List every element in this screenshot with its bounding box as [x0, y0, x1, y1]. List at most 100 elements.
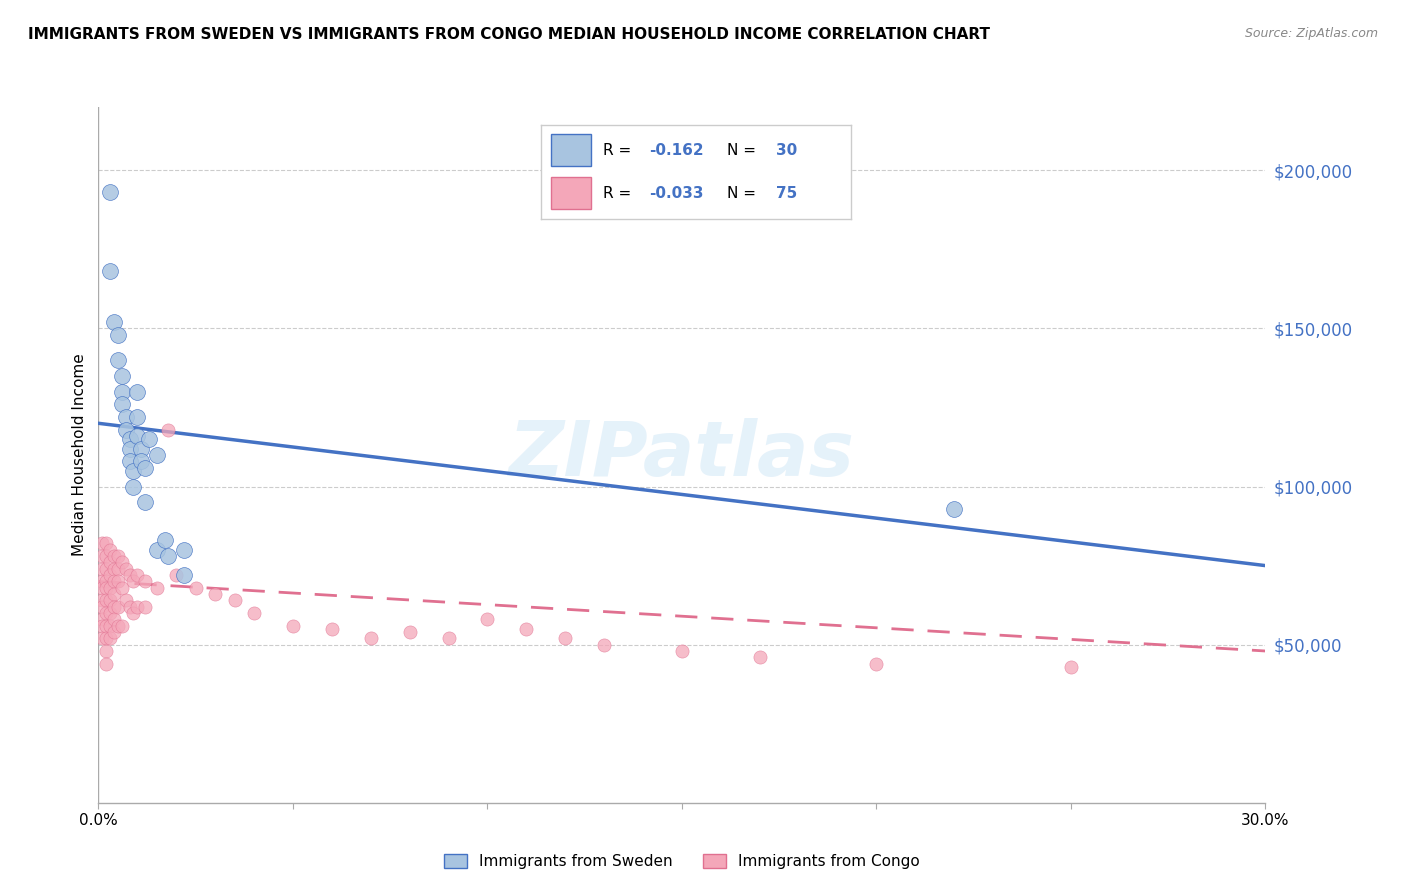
- Point: [122, 464, 145, 478]
- Point: [243, 606, 266, 620]
- Point: [111, 397, 134, 411]
- Point: [91, 599, 114, 614]
- Point: [157, 549, 180, 563]
- Point: [127, 599, 149, 614]
- Point: [122, 574, 145, 589]
- Point: [118, 568, 141, 582]
- FancyBboxPatch shape: [551, 178, 591, 210]
- Point: [96, 606, 118, 620]
- Point: [111, 618, 134, 632]
- Point: [91, 536, 114, 550]
- Point: [107, 549, 129, 563]
- Point: [98, 606, 121, 620]
- FancyBboxPatch shape: [551, 134, 591, 166]
- Point: [96, 657, 118, 671]
- Text: IMMIGRANTS FROM SWEDEN VS IMMIGRANTS FROM CONGO MEDIAN HOUSEHOLD INCOME CORRELAT: IMMIGRANTS FROM SWEDEN VS IMMIGRANTS FRO…: [28, 27, 990, 42]
- Point: [96, 581, 118, 595]
- Point: [360, 632, 382, 646]
- Point: [103, 562, 125, 576]
- Point: [146, 581, 169, 595]
- Point: [96, 549, 118, 563]
- Point: [103, 625, 125, 640]
- Point: [114, 423, 136, 437]
- Text: 30: 30: [776, 143, 797, 158]
- Text: N =: N =: [727, 186, 761, 201]
- Point: [515, 622, 537, 636]
- Point: [129, 442, 152, 456]
- Point: [118, 599, 141, 614]
- Point: [111, 581, 134, 595]
- Point: [103, 612, 125, 626]
- Point: [114, 562, 136, 576]
- Point: [98, 556, 121, 570]
- Point: [118, 454, 141, 468]
- Point: [98, 568, 121, 582]
- Point: [103, 315, 125, 329]
- Point: [321, 622, 343, 636]
- Point: [146, 542, 169, 557]
- Point: [96, 562, 118, 576]
- Text: -0.162: -0.162: [650, 143, 704, 158]
- Point: [96, 618, 118, 632]
- Point: [98, 618, 121, 632]
- Point: [111, 384, 134, 399]
- Text: N =: N =: [727, 143, 761, 158]
- Y-axis label: Median Household Income: Median Household Income: [72, 353, 87, 557]
- Point: [103, 587, 125, 601]
- Point: [111, 368, 134, 383]
- Text: R =: R =: [603, 186, 637, 201]
- Point: [96, 644, 118, 658]
- Point: [91, 612, 114, 626]
- Point: [91, 632, 114, 646]
- Text: R =: R =: [603, 143, 637, 158]
- Point: [281, 618, 304, 632]
- Point: [107, 353, 129, 368]
- Point: [127, 429, 149, 443]
- Point: [224, 593, 246, 607]
- Point: [91, 581, 114, 595]
- Point: [98, 593, 121, 607]
- Point: [96, 632, 118, 646]
- Point: [103, 574, 125, 589]
- Point: [134, 460, 156, 475]
- Point: [96, 593, 118, 607]
- Point: [127, 568, 149, 582]
- Point: [91, 593, 114, 607]
- Point: [865, 657, 887, 671]
- Point: [91, 549, 114, 563]
- Point: [127, 409, 149, 424]
- Point: [107, 562, 129, 576]
- Point: [134, 574, 156, 589]
- Point: [134, 495, 156, 509]
- Point: [107, 618, 129, 632]
- Point: [103, 599, 125, 614]
- Point: [122, 606, 145, 620]
- Point: [165, 568, 187, 582]
- Point: [98, 186, 121, 200]
- Point: [98, 632, 121, 646]
- Point: [111, 556, 134, 570]
- Point: [477, 612, 499, 626]
- Point: [437, 632, 460, 646]
- Point: [184, 581, 207, 595]
- Point: [127, 384, 149, 399]
- Point: [129, 454, 152, 468]
- Point: [118, 442, 141, 456]
- Point: [122, 479, 145, 493]
- Point: [138, 432, 160, 446]
- Text: ZIPatlas: ZIPatlas: [509, 418, 855, 491]
- Point: [671, 644, 693, 658]
- Point: [748, 650, 770, 665]
- Point: [114, 593, 136, 607]
- Point: [134, 599, 156, 614]
- Point: [91, 618, 114, 632]
- Legend: Immigrants from Sweden, Immigrants from Congo: Immigrants from Sweden, Immigrants from …: [437, 848, 927, 875]
- Point: [114, 409, 136, 424]
- Point: [1060, 660, 1083, 674]
- Point: [153, 533, 176, 548]
- Point: [107, 574, 129, 589]
- Text: -0.033: -0.033: [650, 186, 704, 201]
- Point: [204, 587, 226, 601]
- Point: [91, 562, 114, 576]
- Point: [103, 549, 125, 563]
